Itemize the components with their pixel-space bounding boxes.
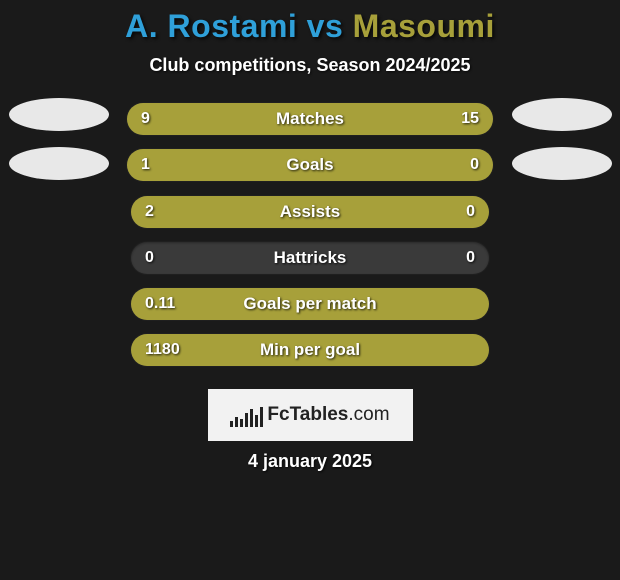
stat-label: Goals per match [131, 288, 489, 320]
stat-label: Matches [127, 103, 493, 135]
comparison-card: A. Rostami vs Masoumi Club competitions,… [0, 0, 620, 472]
subtitle: Club competitions, Season 2024/2025 [0, 55, 620, 76]
stat-bar: 1180Min per goal [130, 333, 490, 367]
logo-bars-icon [230, 403, 263, 427]
logo-text: FcTables.com [267, 404, 389, 426]
first-stat-host: 915Matches 10Goals [111, 102, 509, 182]
logo-suffix: .com [348, 404, 389, 425]
logo-main: FcTables [267, 404, 348, 425]
player1-silhouette [9, 98, 109, 131]
stat-bar: 915Matches [126, 102, 494, 136]
stat-label: Min per goal [131, 334, 489, 366]
title-player2: Masoumi [353, 8, 495, 44]
stat-label: Assists [131, 196, 489, 228]
stat-bar: 00Hattricks [130, 241, 490, 275]
page-title: A. Rostami vs Masoumi [0, 8, 620, 45]
fctables-logo[interactable]: FcTables.com [208, 389, 413, 441]
player2-silhouette-2 [512, 147, 612, 180]
stat-label: Goals [127, 149, 493, 181]
stat-bar: 10Goals [126, 148, 494, 182]
title-player1: A. Rostami [125, 8, 297, 44]
player1-slot [6, 94, 111, 189]
title-vs: vs [297, 8, 352, 44]
player2-silhouette [512, 98, 612, 131]
player1-silhouette-2 [9, 147, 109, 180]
stat-bar: 20Assists [130, 195, 490, 229]
header-row: 915Matches 10Goals [0, 94, 620, 189]
stat-label: Hattricks [131, 242, 489, 274]
stats-column: 20Assists 00Hattricks 0.11Goals per match 1… [0, 195, 620, 367]
player2-slot [509, 94, 614, 189]
stat-bar: 0.11Goals per match [130, 287, 490, 321]
date-label: 4 january 2025 [0, 451, 620, 472]
